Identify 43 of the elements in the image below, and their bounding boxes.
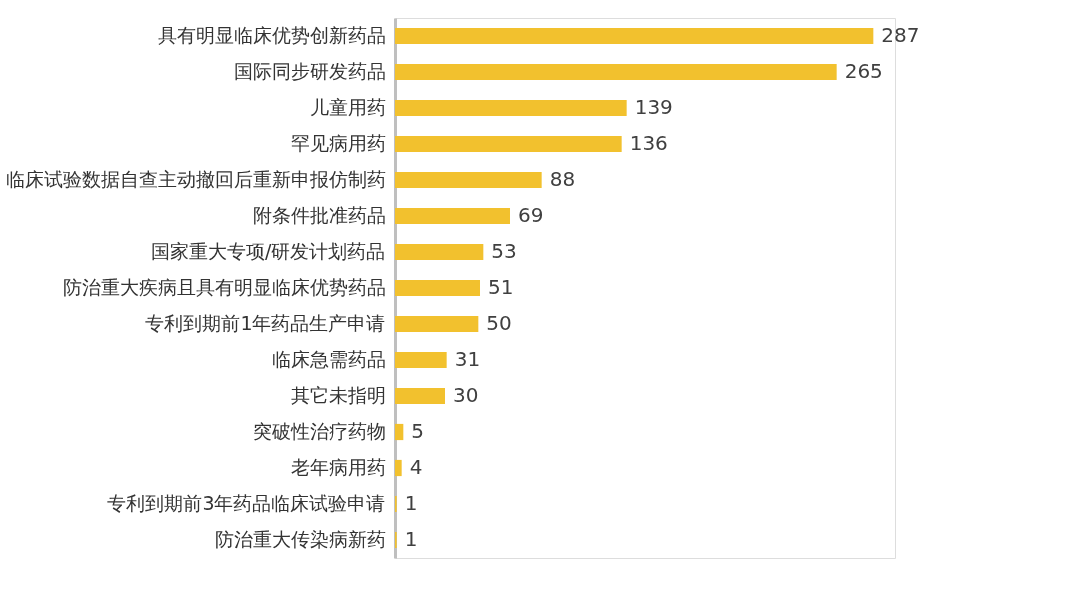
bar: [395, 423, 404, 441]
data-label: 1: [404, 527, 418, 551]
bar: [395, 99, 627, 117]
y-tick-label: 罕见病用药: [290, 132, 386, 154]
data-label: 287: [881, 23, 920, 47]
bar: [395, 135, 622, 153]
bar: [395, 63, 837, 81]
y-tick-label: 附条件批准药品: [252, 204, 386, 226]
bar: [395, 27, 874, 45]
data-label: 69: [518, 203, 544, 227]
y-tick-label: 专利到期前3年药品临床试验申请: [107, 492, 386, 514]
bar: [395, 171, 542, 189]
y-tick-label: 儿童用药: [309, 96, 386, 118]
bar: [395, 207, 510, 225]
data-label: 31: [454, 347, 481, 371]
y-tick-label: 突破性治疗药物: [252, 420, 386, 442]
data-label: 53: [491, 239, 517, 263]
bar: [395, 243, 484, 261]
bar: [395, 351, 447, 369]
data-label: 88: [549, 167, 576, 191]
data-label: 139: [634, 95, 673, 119]
data-label: 4: [409, 455, 423, 479]
y-tick-label: 临床急需药品: [271, 348, 386, 370]
y-tick-label: 临床试验数据自查主动撤回后重新申报仿制药: [5, 168, 386, 190]
y-tick-label: 具有明显临床优势创新药品: [157, 24, 386, 46]
data-label: 50: [486, 311, 512, 335]
y-tick-label: 专利到期前1年药品生产申请: [145, 312, 386, 334]
y-tick-label: 防治重大疾病且具有明显临床优势药品: [62, 276, 386, 298]
data-label: 51: [488, 275, 514, 299]
y-tick-label: 国际同步研发药品: [233, 60, 386, 82]
data-label: 30: [453, 383, 479, 407]
data-label: 265: [844, 59, 883, 83]
bar: [395, 315, 479, 333]
y-tick-label: 防治重大传染病新药: [214, 528, 386, 550]
data-label: 1: [404, 491, 418, 515]
bar: [395, 279, 480, 297]
y-tick-label: 国家重大专项/研发计划药品: [151, 240, 386, 262]
y-tick-label: 其它未指明: [290, 384, 386, 406]
bar: [395, 387, 445, 405]
data-label: 136: [629, 131, 668, 155]
y-tick-label: 老年病用药: [290, 456, 386, 478]
bar: [395, 459, 402, 477]
data-label: 5: [411, 419, 425, 443]
